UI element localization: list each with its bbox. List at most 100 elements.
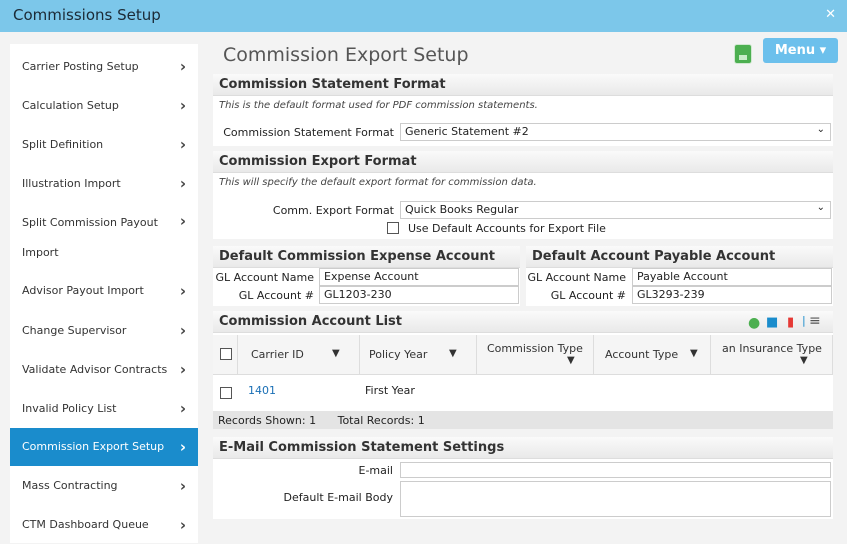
- save-icon[interactable]: [734, 44, 752, 64]
- table-footer: Records Shown: 1 Total Records: 1: [213, 411, 833, 429]
- chevron-right-icon: ›: [179, 321, 186, 339]
- sidebar-item-split-commission-payout-import[interactable]: Split Commission Payout Import ›: [10, 203, 198, 271]
- chevron-right-icon: ›: [179, 477, 186, 495]
- menu-button[interactable]: Menu ▾: [763, 38, 838, 63]
- expense-gl-number-input[interactable]: GL1203-230: [319, 286, 519, 304]
- carrier-id-link[interactable]: 1401: [248, 384, 276, 397]
- sidebar-item-ctm-dashboard-queue[interactable]: CTM Dashboard Queue ›: [10, 506, 198, 544]
- expense-account-section: Default Commission Expense Account GL Ac…: [213, 246, 520, 306]
- gl-number-label: GL Account #: [238, 289, 314, 302]
- sidebar-item-advisor-payout-import[interactable]: Advisor Payout Import ›: [10, 271, 198, 311]
- select-all-checkbox[interactable]: [220, 348, 232, 360]
- use-default-accounts-label: Use Default Accounts for Export File: [408, 222, 606, 235]
- section-note: This is the default format used for PDF …: [219, 100, 538, 111]
- statement-format-select[interactable]: Generic Statement #2 ⌄: [400, 123, 831, 141]
- sidebar-item-label: Split Definition: [22, 138, 104, 151]
- select-value: Generic Statement #2: [405, 125, 529, 138]
- sidebar-item-label: Carrier Posting Setup: [22, 60, 139, 73]
- sidebar-item-label: Mass Contracting: [22, 479, 118, 492]
- filter-icon[interactable]: ▼: [567, 355, 575, 366]
- payable-gl-name-input[interactable]: Payable Account: [632, 268, 832, 286]
- sidebar-item-label: Validate Advisor Contracts: [22, 363, 168, 376]
- sidebar-item-label: Change Supervisor: [22, 324, 127, 337]
- column-insurance-type[interactable]: an Insurance Type ▼: [711, 335, 833, 375]
- section-header: Commission Account List: [213, 311, 833, 333]
- section-header: Commission Statement Format: [213, 74, 833, 96]
- column-policy-year[interactable]: Policy Year ▼: [360, 335, 477, 375]
- column-label: Carrier ID: [251, 348, 304, 361]
- header-checkbox-cell: [213, 335, 238, 375]
- email-settings-section: E-Mail Commission Statement Settings E-m…: [213, 437, 833, 519]
- chevron-right-icon: ›: [179, 135, 186, 153]
- email-label: E-mail: [358, 464, 394, 477]
- table-row[interactable]: 1401 First Year: [213, 376, 833, 410]
- filter-icon[interactable]: ▼: [332, 348, 340, 359]
- select-value: Quick Books Regular: [405, 203, 519, 216]
- filter-icon[interactable]: ▼: [690, 348, 698, 359]
- sidebar-item-label: CTM Dashboard Queue: [22, 518, 149, 531]
- sidebar-item-label: Advisor Payout Import: [22, 284, 144, 297]
- filter-icon[interactable]: ▼: [449, 348, 457, 359]
- sidebar-item-invalid-policy-list[interactable]: Invalid Policy List ›: [10, 389, 198, 428]
- chevron-right-icon: ›: [179, 399, 186, 417]
- sidebar-item-calculation-setup[interactable]: Calculation Setup ›: [10, 86, 198, 125]
- column-carrier-id[interactable]: Carrier ID ▼: [238, 335, 360, 375]
- chevron-right-icon: ›: [179, 360, 186, 378]
- sidebar-item-label: Import: [22, 246, 59, 259]
- email-input[interactable]: [400, 462, 831, 478]
- sidebar-item-commission-export-setup[interactable]: Commission Export Setup ›: [10, 428, 198, 466]
- column-commission-type[interactable]: Commission Type ▼: [477, 335, 594, 375]
- chevron-right-icon: ›: [179, 174, 186, 192]
- use-default-accounts-checkbox[interactable]: [387, 222, 399, 234]
- total-records: Total Records: 1: [337, 414, 425, 427]
- chevron-right-icon: ›: [179, 212, 186, 230]
- trash-icon[interactable]: ▮: [787, 315, 795, 330]
- sidebar-item-illustration-import[interactable]: Illustration Import ›: [10, 164, 198, 203]
- sidebar-item-label: Split Commission Payout: [22, 216, 158, 229]
- column-label: Policy Year: [369, 348, 428, 361]
- filter-icon[interactable]: ▼: [800, 355, 808, 366]
- row-checkbox[interactable]: [220, 387, 232, 399]
- policy-year-cell: First Year: [365, 384, 415, 397]
- chevron-right-icon: ›: [179, 282, 186, 300]
- add-icon[interactable]: ●: [748, 315, 761, 331]
- statement-format-section: Commission Statement Format This is the …: [213, 74, 833, 146]
- sidebar-item-mass-contracting[interactable]: Mass Contracting ›: [10, 466, 198, 506]
- column-label: an Insurance Type: [722, 342, 822, 355]
- sidebar-item-change-supervisor[interactable]: Change Supervisor ›: [10, 311, 198, 350]
- chevron-right-icon: ›: [179, 96, 186, 114]
- gl-name-label: GL Account Name: [215, 271, 314, 284]
- export-format-section: Commission Export Format This will speci…: [213, 151, 833, 239]
- sidebar-item-label: Commission Export Setup: [22, 440, 165, 453]
- column-account-type[interactable]: Account Type ▼: [594, 335, 711, 375]
- payable-account-section: Default Account Payable Account GL Accou…: [526, 246, 833, 306]
- export-format-select[interactable]: Quick Books Regular ⌄: [400, 201, 831, 219]
- column-label: Commission Type: [487, 342, 583, 355]
- gl-number-label: GL Account #: [550, 289, 626, 302]
- chevron-right-icon: ›: [179, 438, 186, 456]
- page-title: Commission Export Setup: [223, 44, 469, 66]
- email-body-textarea[interactable]: [400, 481, 831, 517]
- divider: |: [802, 314, 806, 327]
- chevron-right-icon: ›: [179, 57, 186, 75]
- email-body-label: Default E-mail Body: [283, 491, 393, 504]
- print-icon[interactable]: ■: [766, 315, 779, 330]
- section-header: Default Account Payable Account: [526, 246, 833, 268]
- chevron-right-icon: ›: [179, 516, 186, 534]
- section-header: E-Mail Commission Statement Settings: [213, 437, 833, 459]
- sidebar-item-carrier-posting-setup[interactable]: Carrier Posting Setup ›: [10, 47, 198, 86]
- chevron-down-icon: ⌄: [816, 124, 825, 135]
- column-label: Account Type: [605, 348, 679, 361]
- sidebar-item-split-definition[interactable]: Split Definition ›: [10, 125, 198, 164]
- sidebar-item-label: Invalid Policy List: [22, 402, 117, 415]
- expense-gl-name-input[interactable]: Expense Account: [319, 268, 519, 286]
- list-menu-icon[interactable]: ≡: [809, 313, 821, 329]
- section-note: This will specify the default export for…: [219, 177, 537, 188]
- sidebar-item-label: Illustration Import: [22, 177, 121, 190]
- payable-gl-number-input[interactable]: GL3293-239: [632, 286, 832, 304]
- account-list-section: Commission Account List ● ■ ▮ | ≡ Carrie…: [213, 311, 833, 429]
- table-header: Carrier ID ▼ Policy Year ▼ Commission Type…: [213, 335, 833, 375]
- sidebar-item-validate-advisor-contracts[interactable]: Validate Advisor Contracts ›: [10, 350, 198, 389]
- chevron-down-icon: ⌄: [816, 202, 825, 213]
- close-icon[interactable]: ✕: [825, 7, 836, 22]
